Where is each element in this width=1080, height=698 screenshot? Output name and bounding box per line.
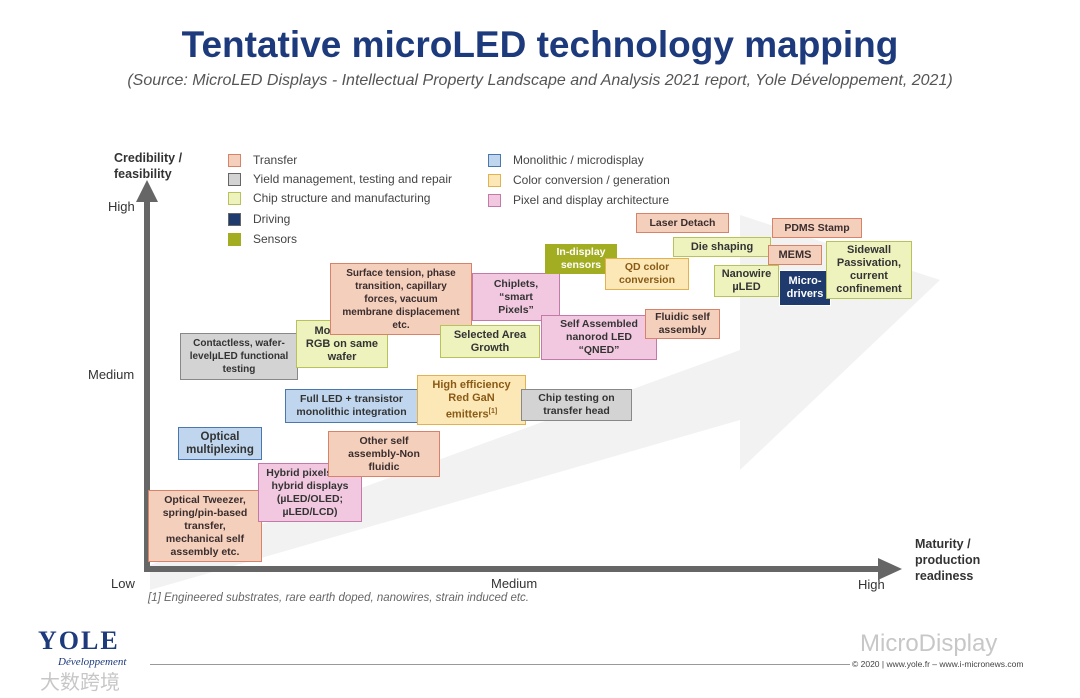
legend-swatch [228, 153, 241, 167]
legend-swatch [228, 172, 241, 186]
box-nanowire-uled: Nanowire µLED [714, 265, 779, 297]
box-qd-color-conversion: QD color conversion [605, 258, 689, 290]
legend-sensors: Sensors [228, 232, 297, 246]
copyright-text: © 2020 | www.yole.fr – www.i-micronews.c… [852, 659, 1024, 669]
yole-logo: YOLE Développement [38, 626, 127, 668]
legend-monolithic: Monolithic / microdisplay [488, 153, 644, 167]
box-pdms-stamp: PDMS Stamp [772, 218, 862, 238]
box-contactless-testing: Contactless, wafer-levelµLED functional t… [180, 333, 298, 380]
x-axis-arrowhead [878, 558, 902, 580]
legend-swatch [228, 232, 241, 246]
y-axis-arrowhead [136, 180, 158, 202]
legend-swatch [228, 212, 241, 226]
y-label-high: High [108, 199, 135, 214]
legend-pixel-architecture: Pixel and display architecture [488, 193, 669, 207]
legend-chip-structure: Chip structure and manufacturing [228, 191, 430, 205]
box-sidewall-passivation: Sidewall Passivation, current confinement [826, 241, 912, 299]
x-axis-title: Maturity / production readiness [915, 537, 981, 583]
box-optical-multiplexing: Optical multiplexing [178, 427, 262, 460]
box-fluidic-self-assembly: Fluidic self assembly [645, 309, 720, 339]
x-label-high: High [858, 577, 885, 592]
box-hybrid-pixels: Hybrid pixels and hybrid displays (µLED/OL… [258, 463, 362, 522]
legend-yield: Yield management, testing and repair [228, 172, 452, 186]
footer-divider [150, 664, 850, 665]
watermark-microdisplay: MicroDisplay [860, 630, 998, 657]
page-subtitle: (Source: MicroLED Displays - Intellectua… [127, 72, 953, 89]
box-surface-tension: Surface tension, phase transition, capill… [330, 263, 472, 335]
box-chiplets: Chiplets, “smart Pixels” [472, 273, 560, 321]
x-label-medium: Medium [491, 576, 538, 591]
box-die-shaping: Die shaping [673, 237, 771, 257]
box-selected-area-growth: Selected Area Growth [440, 325, 540, 358]
box-other-self-assembly: Other self assembly-Non fluidic [328, 431, 440, 477]
box-chip-testing: Chip testing on transfer head [521, 389, 632, 421]
x-label-low: Low [111, 576, 135, 591]
box-laser-detach: Laser Detach [636, 213, 729, 233]
legend-swatch [488, 153, 501, 167]
box-full-led-transistor: Full LED + transistor monolithic integrat… [285, 389, 418, 423]
y-label-medium: Medium [88, 367, 135, 382]
box-micro-drivers: Micro-drivers [779, 270, 831, 306]
y-axis-title: Credibility / feasibility [114, 151, 183, 181]
box-mems: MEMS [768, 245, 822, 265]
legend-swatch [488, 173, 501, 187]
legend-color-conversion: Color conversion / generation [488, 173, 670, 187]
legend-swatch [488, 193, 501, 207]
box-self-assembled-nanorod: Self Assembled nanorod LED “QNED” [541, 315, 657, 360]
legend-driving: Driving [228, 212, 290, 226]
footnote: [1] Engineered substrates, rare earth do… [148, 592, 530, 604]
legend-transfer: Transfer [228, 153, 297, 167]
legend-swatch [228, 191, 241, 205]
box-high-efficiency-red: High efficiency Red GaN emitters[1] [417, 375, 526, 425]
box-optical-tweezer: Optical Tweezer, spring/pin-based transfer… [148, 490, 262, 562]
page-title: Tentative microLED technology mapping [181, 24, 899, 65]
watermark-bottom-left: 大数跨境 [40, 672, 120, 694]
